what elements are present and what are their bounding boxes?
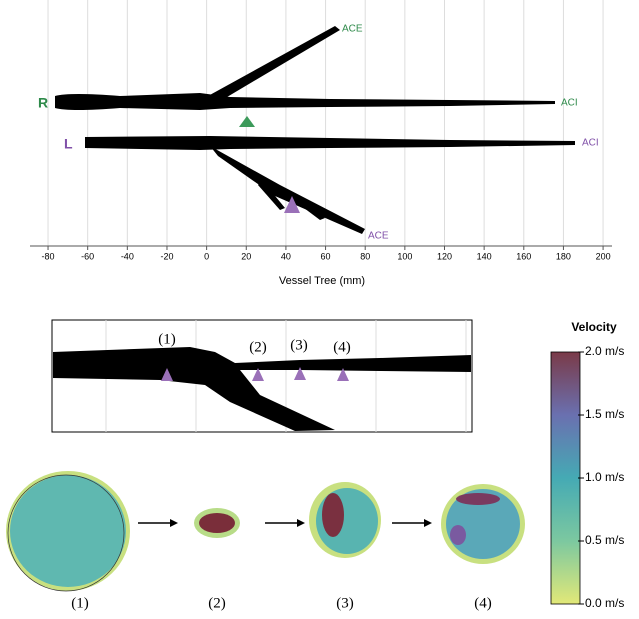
x-tick-label: 140	[477, 251, 492, 261]
x-tick-label: 60	[321, 251, 331, 261]
x-tick-label: 200	[596, 251, 611, 261]
figure: R L ACE ACI ACI ACE Vessel Tree (mm) (1)…	[0, 0, 639, 619]
zoom-label: (4)	[333, 339, 351, 355]
colorbar-tick-label: 1.0 m/s	[585, 470, 624, 484]
x-tick-label: 80	[360, 251, 370, 261]
x-tick-label: 120	[437, 251, 452, 261]
zoom-label: (2)	[249, 339, 267, 355]
side-label: L	[64, 136, 73, 152]
section-label: (1)	[71, 595, 89, 611]
branch-label: ACI	[561, 98, 578, 109]
colorbar-tick-label: 0.5 m/s	[585, 533, 624, 547]
zoom-label: (3)	[290, 337, 308, 353]
x-tick-label: 100	[397, 251, 412, 261]
colorbar-title: Velocity	[571, 320, 617, 334]
x-tick-label: 20	[241, 251, 251, 261]
x-axis-label: Vessel Tree (mm)	[279, 275, 365, 287]
x-tick-label: 0	[204, 251, 209, 261]
x-tick-label: -20	[160, 251, 173, 261]
cross-sections	[6, 471, 525, 591]
x-tick-label: 40	[281, 251, 291, 261]
section-label: (4)	[474, 595, 492, 611]
arrows	[138, 519, 432, 527]
marker	[239, 116, 255, 127]
colorbar	[551, 352, 580, 604]
zoom-label: (1)	[158, 331, 176, 347]
colorbar-ticks: 0.0 m/s 0.5 m/s 1.0 m/s 1.5 m/s 2.0 m/s	[578, 344, 624, 610]
branch-label: ACE	[342, 24, 363, 35]
x-tick-label: -80	[42, 251, 55, 261]
colorbar-tick-label: 0.0 m/s	[585, 596, 624, 610]
colorbar-tick-label: 2.0 m/s	[585, 344, 624, 358]
colorbar-tick-label: 1.5 m/s	[585, 407, 624, 421]
x-tick-label: 160	[516, 251, 531, 261]
section-label: (2)	[208, 595, 226, 611]
x-tick-label: -60	[81, 251, 94, 261]
side-label: R	[38, 95, 48, 111]
x-tick-label: -40	[121, 251, 134, 261]
vessels	[55, 26, 575, 234]
branch-label: ACE	[368, 231, 389, 242]
x-tick-label: 180	[556, 251, 571, 261]
section-label: (3)	[336, 595, 354, 611]
branch-label: ACI	[582, 138, 599, 149]
